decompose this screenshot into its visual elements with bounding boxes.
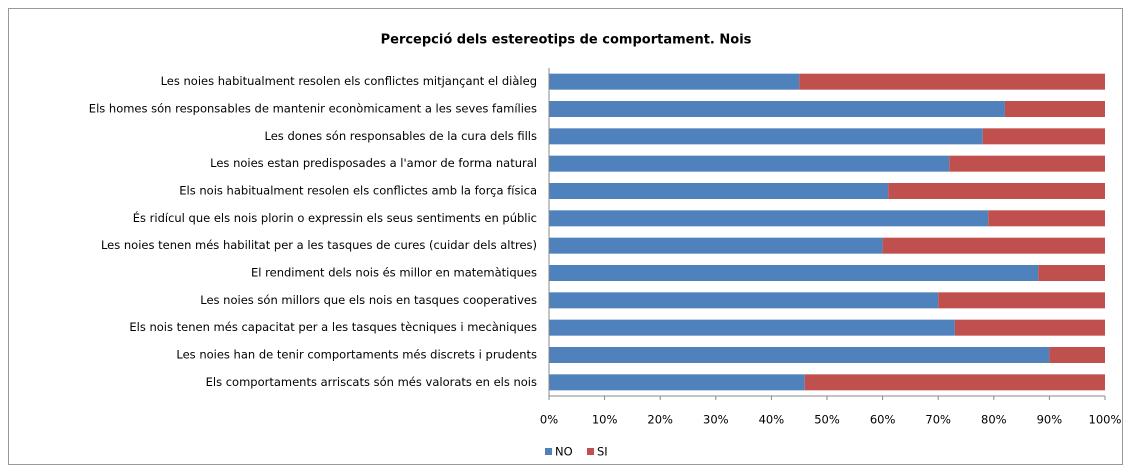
bar-segment [549,319,955,336]
y-tick-label: Els homes són responsables de mantenir e… [89,102,537,116]
x-tick-label: 40% [759,413,785,427]
bar-segment [549,210,989,227]
x-tick-label: 90% [1037,413,1063,427]
chart-title: Percepció dels estereotips de comportame… [381,33,752,48]
bar-segment [799,73,1105,90]
y-tick-label: Les noies han de tenir comportaments més… [176,348,537,362]
x-tick-label: 0% [540,413,558,427]
x-tick-label: 70% [925,413,951,427]
x-tick-label: 10% [592,413,618,427]
legend-swatch [587,448,594,455]
bar-segment [1004,101,1105,117]
bar-segment [1038,265,1105,281]
bar-segment [549,155,950,172]
bar-segment [982,128,1105,145]
bar-segment [549,265,1039,281]
x-tick-label: 60% [870,413,896,427]
bar-segment [549,128,983,145]
bar-segment [804,374,1105,391]
bar-segment [549,292,939,309]
x-tick-label: 20% [647,413,673,427]
x-tick-label: 50% [814,413,840,427]
bar-segment [938,292,1105,309]
y-tick-label: Les noies habitualment resolen els confl… [161,74,537,88]
y-tick-label: És ridícul que els nois plorin o express… [133,210,537,225]
bar-segment [549,347,1050,363]
bar-segment [988,210,1105,227]
legend-label: SI [597,445,608,459]
x-tick-label: 30% [703,413,729,427]
y-tick-label: Els nois habitualment resolen els confli… [179,184,537,198]
bar-segment [549,183,889,199]
y-tick-label: Les noies són millors que els nois en ta… [200,293,537,307]
legend-swatch [545,448,552,455]
bar-segment [954,319,1105,336]
bar-segment [549,374,805,391]
y-tick-label: Els comportaments arriscats són més valo… [206,375,537,389]
y-tick-label: Els nois tenen més capacitat per a les t… [129,320,537,334]
bar-segment [549,73,800,90]
x-tick-label: 100% [1089,413,1122,427]
bar-segment [1049,347,1105,363]
x-tick-label: 80% [981,413,1007,427]
bar-segment [882,237,1105,254]
y-tick-label: Les dones són responsables de la cura de… [265,129,537,143]
legend-label: NO [555,445,573,459]
y-tick-label: Les noies tenen més habilitat per a les … [101,238,537,252]
bar-segment [549,101,1005,117]
bar-segment [549,237,883,254]
y-tick-label: El rendiment dels nois és millor en mate… [251,266,537,280]
bar-segment [888,183,1105,199]
bar-segment [949,155,1105,172]
y-tick-label: Les noies estan predisposades a l'amor d… [210,156,537,170]
